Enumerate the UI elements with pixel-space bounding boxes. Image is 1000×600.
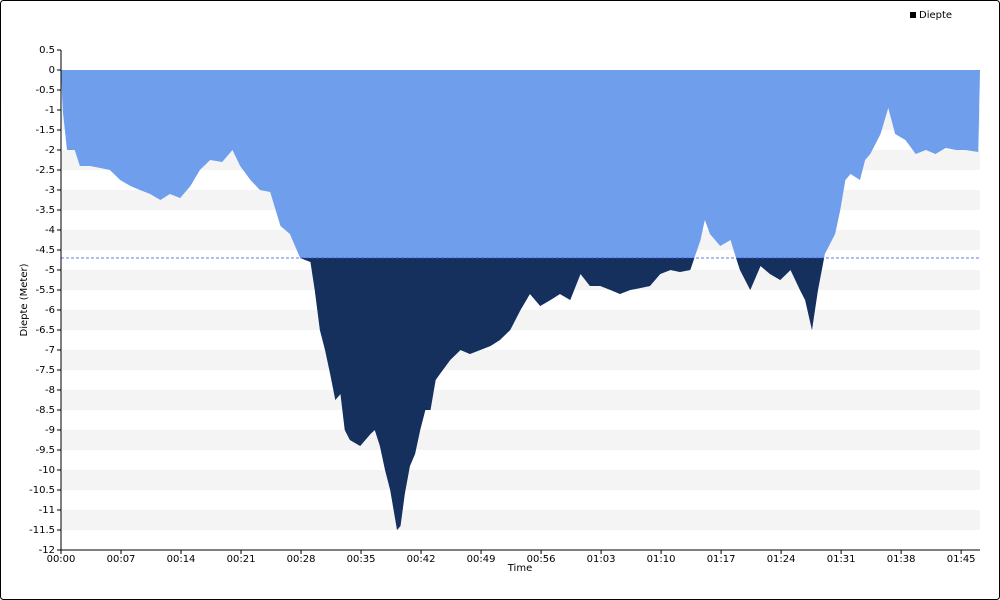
y-tick-label: -0.5 [35,85,55,96]
y-tick-label: -11 [39,505,55,516]
y-tick-label: -5.5 [35,285,55,296]
x-tick-label: 00:42 [407,554,436,565]
legend-swatch [910,12,916,18]
y-tick-label: -1 [45,105,55,116]
grid-band [61,430,980,450]
x-tick-label: 00:07 [107,554,136,565]
x-tick-label: 00:00 [47,554,76,565]
grid-band [61,310,980,330]
x-tick-label: 00:35 [347,554,376,565]
y-tick-label: -6 [45,305,55,316]
x-tick-label: 01:31 [827,554,856,565]
x-tick-label: 01:45 [947,554,976,565]
y-tick-label: -5 [45,265,55,276]
x-tick-label: 01:10 [647,554,676,565]
y-tick-label: -8.5 [35,405,55,416]
y-tick-label: -6.5 [35,325,55,336]
x-tick-label: 00:49 [467,554,496,565]
x-tick-label: 00:56 [527,554,556,565]
x-tick-label: 01:17 [707,554,736,565]
y-tick-label: 0 [49,65,55,76]
y-tick-label: -7.5 [35,365,55,376]
y-tick-label: -12 [39,545,55,556]
y-tick-label: -2 [45,145,55,156]
y-tick-label: -4 [45,225,55,236]
y-axis-label: Diepte (Meter) [19,263,30,336]
y-tick-label: -9.5 [35,445,55,456]
y-tick-label: -11.5 [29,525,55,536]
legend-label: Diepte [919,10,952,21]
grid-band [61,350,980,370]
y-tick-label: -10.5 [29,485,55,496]
x-tick-label: 00:28 [287,554,316,565]
y-tick-label: -1.5 [35,125,55,136]
area-below-threshold [300,258,825,530]
x-tick-label: 00:14 [167,554,196,565]
y-tick-label: 0.5 [39,45,55,56]
x-tick-label: 01:24 [767,554,796,565]
y-tick-label: -10 [39,465,55,476]
grid-band [61,390,980,410]
y-tick-label: -3.5 [35,205,55,216]
x-tick-label: 00:21 [227,554,256,565]
y-tick-label: -3 [45,185,55,196]
y-tick-label: -2.5 [35,165,55,176]
y-tick-label: -9 [45,425,55,436]
y-tick-label: -8 [45,385,55,396]
x-axis-label: Time [507,563,532,574]
y-tick-label: -4.5 [35,245,55,256]
grid-band [61,510,980,530]
y-tick-label: -7 [45,345,55,356]
x-tick-label: 01:38 [887,554,916,565]
grid-band [61,470,980,490]
x-tick-label: 01:03 [587,554,616,565]
